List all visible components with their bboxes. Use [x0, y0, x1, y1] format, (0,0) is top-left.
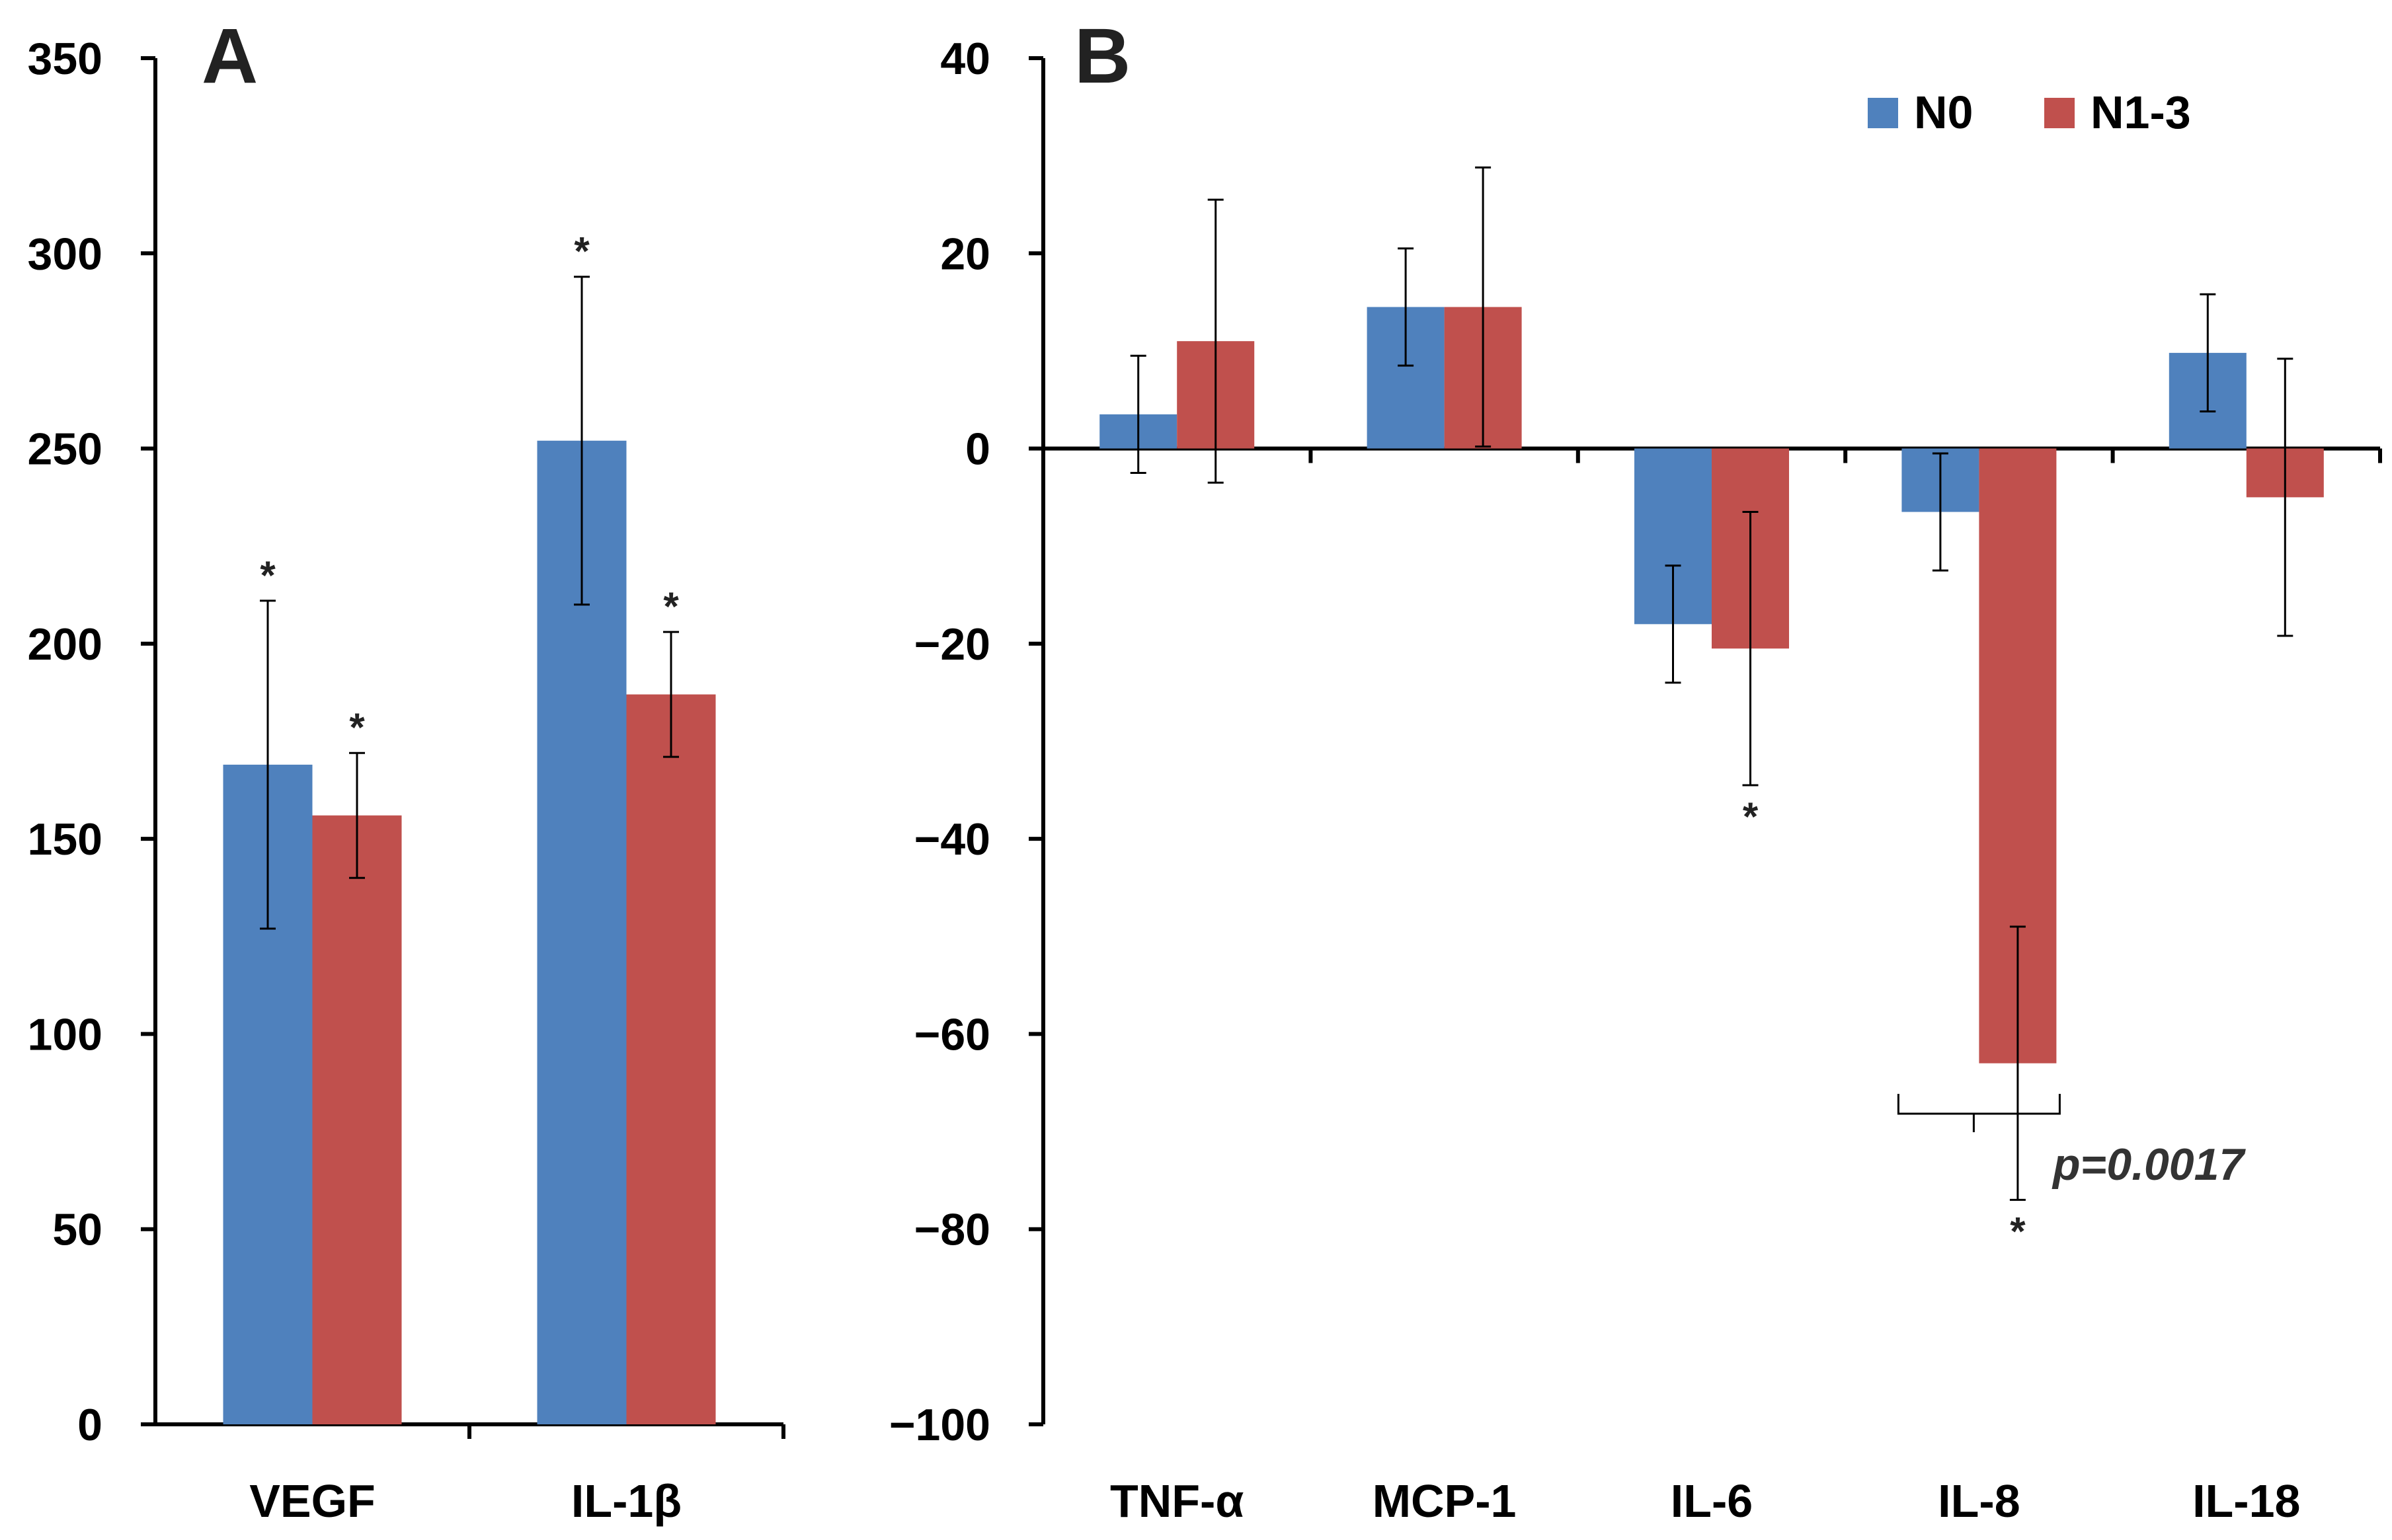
bar-n1-3-vegf	[312, 815, 402, 1424]
p-value-label: p=0.0017	[2052, 1139, 2246, 1190]
y-tick-label: −20	[914, 619, 990, 670]
panel-b-letter: B	[1074, 13, 1131, 100]
x-category-label: MCP-1	[1373, 1475, 1517, 1527]
legend-swatch	[2044, 98, 2075, 128]
panel-a-chart: 0 50 100 150 200 250 300 350 * * VEGF * * IL-1β	[28, 34, 785, 1527]
y-tick-label: 150	[28, 814, 102, 865]
x-category-label: IL-6	[1671, 1475, 1753, 1527]
significance-star: *	[2010, 1209, 2026, 1253]
y-tick-label: 20	[940, 229, 990, 279]
y-tick-label: −60	[914, 1009, 990, 1059]
legend-label: N1-3	[2091, 87, 2191, 138]
y-tick-label: −100	[889, 1400, 990, 1450]
legend-swatch	[1868, 98, 1898, 128]
significance-star: *	[574, 229, 590, 274]
y-tick-label: 200	[28, 619, 102, 670]
significance-star: *	[349, 705, 365, 750]
y-tick-label: 40	[940, 34, 990, 84]
panel-b-chart: −100 −80 −60 −40 −20 0 20 40 TNF-α MCP-1 * IL-6 * IL-…	[889, 34, 2382, 1527]
y-tick-label: 300	[28, 229, 102, 279]
significance-star: *	[1743, 794, 1759, 839]
y-tick-label: −40	[914, 814, 990, 865]
x-category-label: VEGF	[249, 1475, 376, 1527]
significance-star: *	[663, 584, 679, 629]
significance-star: *	[260, 553, 276, 597]
panel-a-letter: A	[202, 13, 258, 100]
y-tick-label: 50	[52, 1205, 102, 1255]
y-tick-label: −80	[914, 1205, 990, 1255]
y-tick-label: 250	[28, 424, 102, 475]
x-category-label: IL-8	[1938, 1475, 2020, 1527]
significance-bracket	[1897, 1094, 2061, 1115]
legend-label: N0	[1914, 87, 1973, 138]
legend: N0 N1-3	[1868, 87, 2191, 138]
y-tick-label: 0	[77, 1400, 102, 1450]
x-category-label: IL-1β	[571, 1475, 682, 1527]
y-tick-label: 350	[28, 34, 102, 84]
y-tick-label: 0	[965, 424, 990, 475]
bar-n1-3-il-1β	[626, 694, 716, 1424]
y-tick-label: 100	[28, 1009, 102, 1059]
x-category-label: TNF-α	[1110, 1475, 1244, 1527]
x-category-label: IL-18	[2192, 1475, 2300, 1527]
